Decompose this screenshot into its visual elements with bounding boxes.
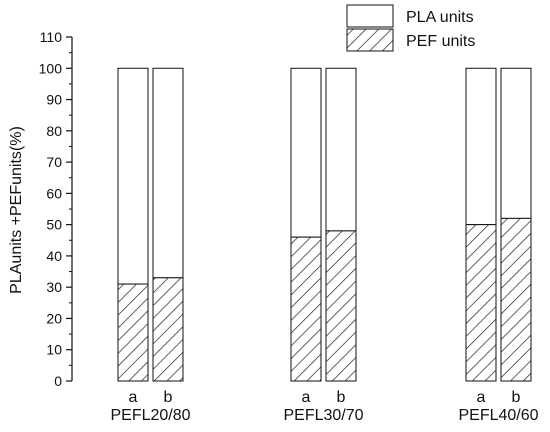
bar-segment-pla [465,67,497,226]
y-tick-label: 110 [40,29,63,45]
bar-sub-label: a [302,389,311,406]
bar-segment-pla [325,67,357,232]
y-tick-label: 60 [46,185,62,201]
bar-sub-label: b [164,389,173,406]
legend-swatch-pef [346,28,394,52]
bar-segment-pef [325,230,357,382]
legend-label-pef: PEF units [406,33,475,50]
y-tick-label: 50 [46,217,62,233]
y-axis-title: PLAunits +PEFunits(%) [8,126,25,294]
group-label: PEFL30/70 [283,407,363,424]
legend-label-pla: PLA units [406,9,474,26]
bar-segment-pef [500,217,532,382]
y-tick-label: 20 [46,310,62,326]
bar-segment-pla [290,67,322,238]
y-tick-label: 80 [46,123,62,139]
bar-segment-pla [500,67,532,219]
bar-sub-label: b [337,389,346,406]
bars [117,67,532,382]
legend-swatch-pla [346,4,394,28]
y-tick-label: 40 [46,248,62,264]
y-tick-label: 70 [46,154,62,170]
y-axis: 0 10 20 30 40 50 60 70 80 90 100 110 [39,29,73,389]
bar-segment-pef [465,224,497,382]
group-label: PEFL40/60 [458,407,538,424]
y-tick-label: 10 [46,342,62,358]
bar-sub-label: a [477,389,486,406]
bar-segment-pef [117,283,149,382]
y-tick-label: 90 [46,92,62,108]
bar-sub-label: b [512,389,521,406]
y-tick-label: 100 [39,60,63,76]
bar-segment-pla [152,67,184,279]
bar-segment-pla [117,67,149,285]
bar-segment-pef [290,236,322,382]
y-tick-label: 30 [46,279,62,295]
group-label: PEFL20/80 [110,407,190,424]
legend: PLA units PEF units [346,4,475,52]
y-tick-label: 0 [54,373,62,389]
bar-segment-pef [152,277,184,382]
bar-sub-label: a [129,389,138,406]
